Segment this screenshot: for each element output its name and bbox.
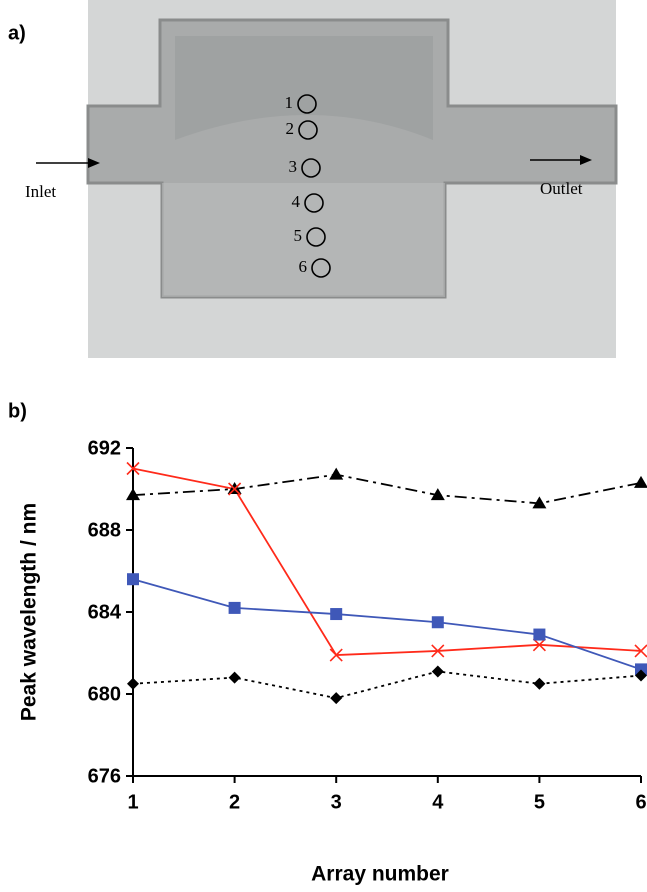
panel-label: b) (8, 400, 27, 422)
x-axis-title: Array number (311, 863, 449, 886)
triangle-marker (329, 468, 343, 480)
series-line (133, 475, 641, 504)
diamond-marker (330, 692, 342, 704)
square-marker (330, 608, 342, 620)
spot-number: 6 (299, 257, 308, 276)
chamber-shade (162, 183, 445, 297)
square-marker (127, 573, 139, 585)
spot-number: 3 (289, 157, 298, 176)
square-marker (432, 616, 444, 628)
series-line (133, 579, 641, 669)
series-line (133, 671, 641, 698)
x-tick-label: 6 (635, 791, 646, 813)
y-tick-label: 688 (88, 519, 121, 541)
photo (88, 0, 616, 358)
chart: 676 680 684 688 692 1 2 3 4 5 6 (88, 437, 647, 813)
diamond-marker (533, 678, 545, 690)
square-marker (229, 602, 241, 614)
spot-number: 4 (292, 192, 301, 211)
triangle-marker (634, 476, 647, 488)
y-tick-label: 680 (88, 683, 121, 705)
y-tick-label: 684 (88, 601, 122, 623)
y-tick-label: 692 (88, 437, 121, 459)
figure: a) 1 2 3 4 5 6 Inlet Outlet b) Array number P… (0, 0, 647, 892)
inlet-label: Inlet (25, 182, 56, 201)
series-line (133, 469, 641, 656)
diamond-marker (127, 678, 139, 690)
spot-number: 5 (294, 226, 303, 245)
square-marker (533, 629, 545, 641)
outlet-label: Outlet (540, 179, 583, 198)
panel-label: a) (8, 22, 26, 44)
spot-number: 1 (285, 93, 294, 112)
x-tick-label: 4 (432, 791, 444, 813)
x-tick-label: 3 (331, 791, 342, 813)
spot-number: 2 (286, 119, 295, 138)
y-axis-title: Peak wavelength / nm (18, 503, 41, 721)
x-tick-label: 1 (127, 791, 138, 813)
x-tick-label: 2 (229, 791, 240, 813)
y-tick-label: 676 (88, 765, 121, 787)
diamond-marker (229, 672, 241, 684)
x-tick-label: 5 (534, 791, 545, 813)
diamond-marker (432, 665, 444, 677)
